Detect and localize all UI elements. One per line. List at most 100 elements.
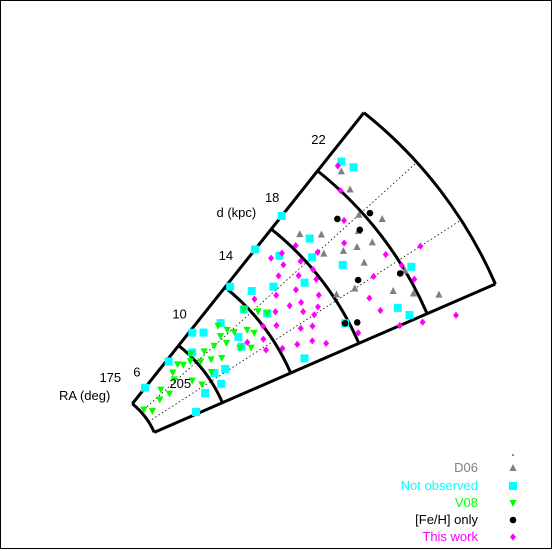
distance-arc: [131, 402, 156, 433]
data-point-not-observed: [393, 303, 402, 312]
data-point-not-observed: [338, 260, 347, 269]
data-point-v08: [207, 369, 216, 377]
data-point-not-observed: [210, 369, 219, 378]
data-point-not-observed: [277, 211, 286, 220]
legend-markers: [509, 454, 517, 541]
data-point-v08: [243, 326, 251, 334]
data-point-v08: [200, 348, 208, 356]
data-point-d06: [378, 214, 386, 222]
distance-arc: [177, 344, 224, 404]
data-point-d06: [368, 238, 376, 246]
data-point-this-work: [411, 275, 418, 283]
data-point-this-work: [398, 261, 405, 270]
data-point-this-work: [273, 321, 280, 330]
data-point-this-work: [315, 291, 322, 299]
data-point-not-observed: [300, 354, 309, 363]
ra-axis-label: RA (deg): [59, 388, 110, 403]
data-point-this-work: [341, 216, 348, 225]
data-point-this-work: [260, 322, 267, 330]
d-tick-label: 22: [311, 132, 325, 147]
data-point-not-observed: [226, 282, 235, 291]
legend: D06 Not observed V08 [Fe/H] only This wo…: [401, 454, 517, 544]
data-point-d06: [353, 242, 361, 250]
data-point-d06: [317, 230, 325, 238]
data-point-this-work: [268, 254, 275, 262]
distance-arc: [316, 169, 429, 315]
ra-rays: [131, 111, 496, 434]
data-point-this-work: [279, 344, 286, 353]
axis-labels: d (kpc) RA (deg) 175 205 6 10 14 18 22: [59, 132, 326, 403]
data-point-this-work: [292, 286, 299, 294]
data-point-v08: [157, 386, 165, 394]
data-point-this-work: [313, 275, 320, 283]
data-point-not-observed: [234, 332, 243, 341]
data-point-this-work: [311, 311, 318, 319]
data-point-this-work: [419, 318, 426, 326]
legend-label-d06: D06: [454, 460, 478, 475]
data-point-v08: [222, 339, 231, 347]
data-point-v08: [169, 369, 177, 377]
data-point-v08: [263, 310, 271, 318]
data-point-this-work: [260, 335, 267, 343]
data-point-d06: [337, 167, 345, 175]
data-point-this-work: [275, 272, 282, 280]
legend-marker-not-observed: [509, 482, 517, 490]
data-point-this-work: [286, 302, 293, 310]
data-point-this-work: [337, 187, 344, 195]
data-point-v08: [223, 326, 231, 334]
data-point-not-observed: [305, 234, 314, 243]
data-point-v08: [230, 329, 238, 337]
data-point-d06: [351, 284, 359, 292]
data-point-v08: [210, 342, 218, 350]
data-point-v08: [140, 406, 148, 414]
data-point-this-work: [323, 339, 330, 347]
data-point-this-work: [272, 308, 279, 316]
data-point-this-work: [263, 346, 270, 354]
data-point-this-work: [251, 295, 258, 303]
data-point-fe-h-only: [366, 209, 374, 217]
data-point-d06: [346, 185, 354, 193]
data-point-not-observed: [141, 383, 150, 392]
data-point-not-observed: [275, 251, 284, 260]
data-points: [140, 157, 460, 416]
data-point-v08: [247, 344, 255, 352]
data-point-fe-h-only: [353, 319, 361, 326]
data-point-v08: [240, 306, 248, 314]
data-point-this-work: [244, 338, 251, 346]
ra-boundary-ray: [153, 282, 496, 434]
data-point-this-work: [382, 250, 389, 259]
data-point-this-work: [297, 257, 304, 265]
data-point-this-work: [278, 249, 285, 257]
data-point-this-work: [370, 272, 377, 281]
data-point-this-work: [300, 308, 307, 316]
data-point-this-work: [298, 298, 305, 307]
legend-label-feh-only: [Fe/H] only: [415, 512, 478, 527]
data-point-not-observed: [192, 407, 201, 416]
data-point-not-observed: [308, 253, 317, 262]
data-point-this-work: [309, 322, 316, 330]
legend-marker-d06: [509, 464, 517, 471]
data-point-not-observed: [199, 328, 208, 337]
data-point-v08: [236, 344, 244, 352]
data-point-d06: [435, 290, 443, 298]
legend-label-v08: V08: [455, 495, 478, 510]
data-point-this-work: [280, 261, 287, 269]
legend-marker-this-work: [510, 533, 516, 541]
data-point-v08: [148, 408, 157, 416]
data-point-this-work: [341, 239, 348, 247]
data-point-not-observed: [221, 364, 230, 373]
data-point-not-observed: [217, 379, 226, 388]
data-point-this-work: [355, 329, 362, 337]
ra-tick-label: 175: [99, 370, 121, 385]
distance-arc: [270, 227, 361, 344]
data-point-this-work: [314, 303, 321, 311]
data-point-this-work: [273, 291, 280, 299]
legend-marker-fe-h-only: [509, 516, 517, 524]
data-point-this-work: [309, 265, 316, 274]
distance-arc: [362, 111, 497, 285]
data-point-fe-h-only: [341, 319, 349, 327]
legend-dot: [512, 454, 514, 456]
legend-marker-v08: [509, 500, 517, 507]
data-point-this-work: [314, 248, 321, 256]
